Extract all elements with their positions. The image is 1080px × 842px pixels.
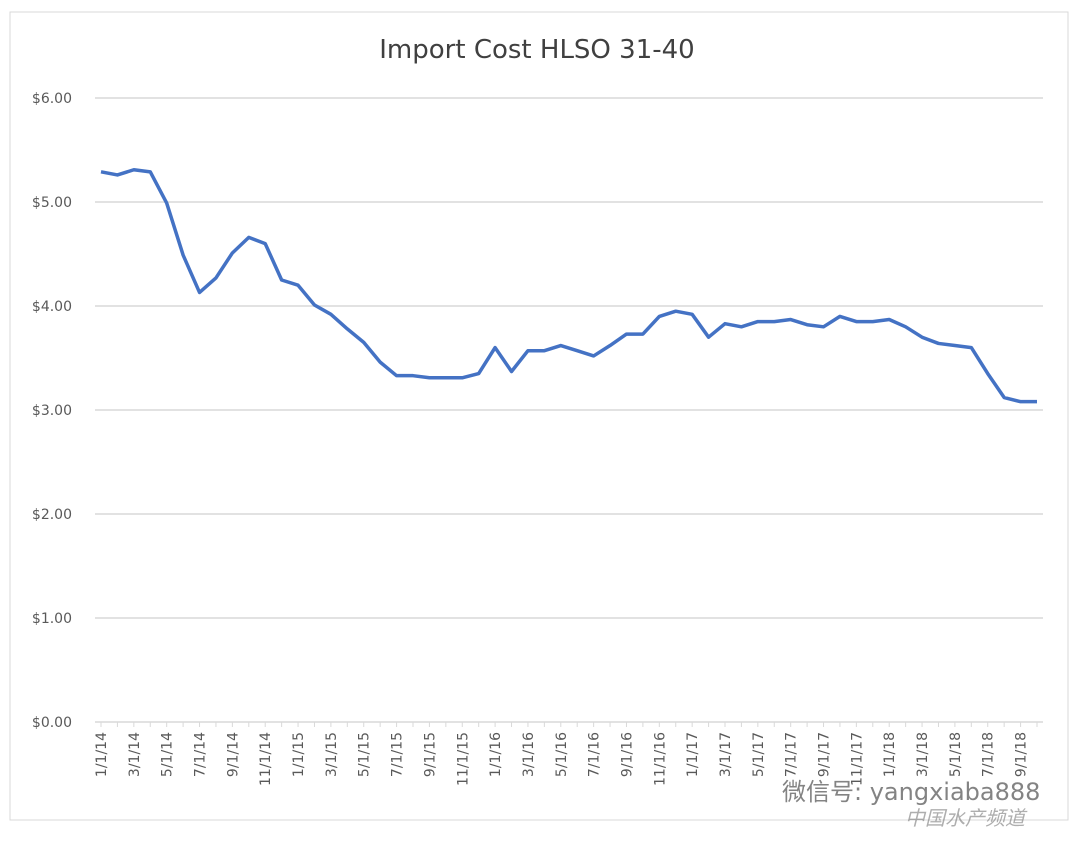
x-tick-label: 11/1/14 xyxy=(258,732,274,786)
x-tick-label: 5/1/14 xyxy=(160,732,176,777)
x-tick-label: 3/1/18 xyxy=(915,732,931,777)
x-tick-label: 3/1/15 xyxy=(324,732,340,777)
watermark: 中国水产频道 xyxy=(905,806,1028,830)
x-tick-label: 5/1/17 xyxy=(751,732,767,777)
x-tick-label: 7/1/16 xyxy=(587,732,603,777)
watermark: 微信号: yangxiaba888 xyxy=(782,778,1040,806)
x-tick-label: 7/1/14 xyxy=(193,732,209,777)
x-tick-label: 1/1/17 xyxy=(685,732,701,777)
x-tick-label: 9/1/16 xyxy=(619,732,635,777)
x-tick-label: 9/1/14 xyxy=(225,732,241,777)
y-tick-label: $0.00 xyxy=(32,715,72,731)
x-tick-label: 1/1/18 xyxy=(882,732,898,777)
x-tick-label: 5/1/15 xyxy=(357,732,373,777)
chart-frame xyxy=(9,11,1069,821)
x-tick-label: 11/1/15 xyxy=(455,732,471,786)
y-tick-label: $3.00 xyxy=(32,403,72,419)
data-line xyxy=(100,168,1037,404)
y-tick-label: $2.00 xyxy=(32,507,72,523)
y-tick-label: $4.00 xyxy=(32,299,72,315)
x-tick-label: 9/1/17 xyxy=(817,732,833,777)
y-tick-label: $5.00 xyxy=(32,195,72,211)
x-tick-label: 11/1/17 xyxy=(849,732,865,786)
chart-title: Import Cost HLSO 31-40 xyxy=(379,35,694,65)
x-tick-label: 1/1/16 xyxy=(488,732,504,777)
x-tick-label: 3/1/14 xyxy=(127,732,143,777)
y-tick-label: $6.00 xyxy=(32,91,72,107)
y-tick-label: $1.00 xyxy=(32,611,72,627)
x-tick-label: 5/1/18 xyxy=(948,732,964,777)
x-tick-label: 3/1/16 xyxy=(521,732,537,777)
x-tick-label: 9/1/15 xyxy=(422,732,438,777)
x-tick-label: 1/1/14 xyxy=(94,732,110,777)
x-tick-label: 7/1/18 xyxy=(981,732,997,777)
x-tick-label: 11/1/16 xyxy=(652,732,668,786)
x-tick-label: 1/1/15 xyxy=(291,732,307,777)
x-tick-label: 9/1/18 xyxy=(1014,732,1030,777)
x-tick-label: 7/1/15 xyxy=(390,732,406,777)
x-tick-label: 3/1/17 xyxy=(718,732,734,777)
x-tick-label: 5/1/16 xyxy=(554,732,570,777)
x-tick-label: 7/1/17 xyxy=(784,732,800,777)
